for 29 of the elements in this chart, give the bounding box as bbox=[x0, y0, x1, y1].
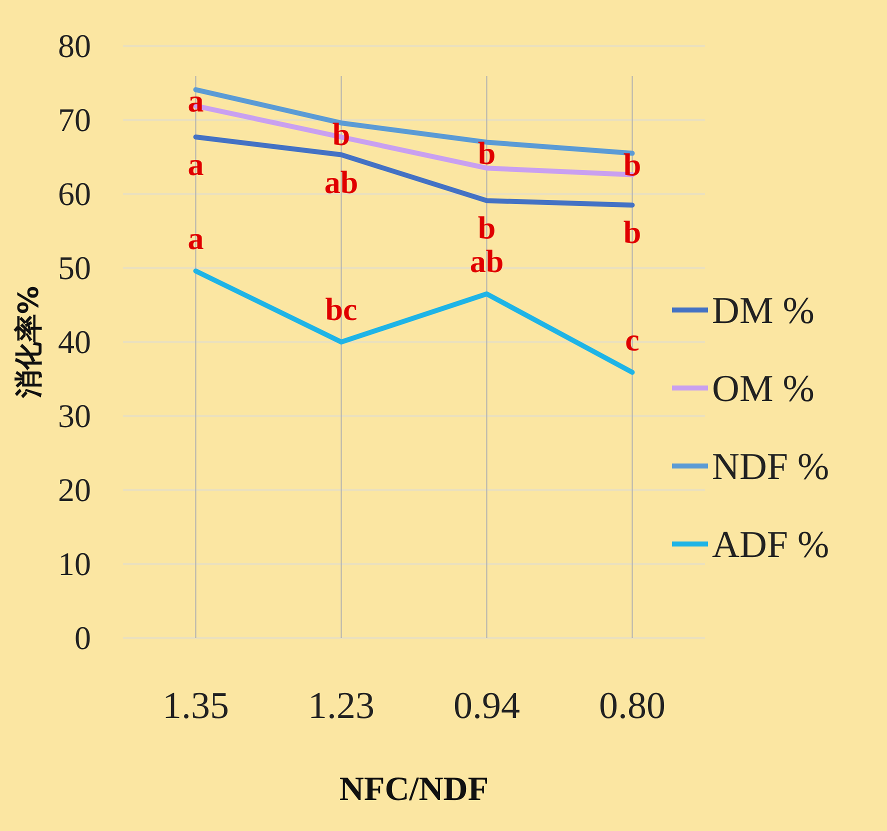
annotation: b bbox=[623, 146, 642, 182]
x-tick-label: 0.94 bbox=[454, 685, 520, 727]
y-tick-label: 60 bbox=[58, 177, 91, 213]
annotation: b bbox=[623, 214, 642, 250]
x-tick-label: 0.80 bbox=[599, 685, 666, 727]
y-tick-label: 10 bbox=[58, 547, 91, 583]
y-tick-label: 70 bbox=[58, 103, 91, 139]
annotation: bc bbox=[325, 291, 358, 327]
legend-label: OM % bbox=[712, 368, 814, 410]
y-tick-label: 50 bbox=[58, 251, 91, 287]
annotation: a bbox=[188, 220, 204, 256]
legend-label: NDF % bbox=[712, 446, 830, 488]
annotation: c bbox=[625, 321, 640, 358]
y-tick-label: 0 bbox=[74, 621, 91, 657]
y-tick-label: 40 bbox=[58, 325, 91, 361]
x-axis-title: NFC/NDF bbox=[339, 771, 489, 808]
annotation: ab bbox=[324, 164, 358, 200]
y-axis-title: 消化率% bbox=[12, 286, 45, 400]
x-tick-label: 1.35 bbox=[162, 685, 229, 727]
annotation: a bbox=[188, 82, 204, 119]
legend-label: ADF % bbox=[712, 524, 830, 566]
annotation: b bbox=[332, 116, 350, 152]
y-tick-label: 20 bbox=[58, 473, 91, 509]
annotation: a bbox=[188, 146, 204, 182]
y-tick-label: 80 bbox=[58, 29, 91, 65]
legend-label: DM % bbox=[712, 290, 814, 332]
y-tick-label: 30 bbox=[58, 399, 91, 435]
annotation: b bbox=[478, 135, 496, 172]
x-tick-label: 1.23 bbox=[308, 685, 374, 727]
